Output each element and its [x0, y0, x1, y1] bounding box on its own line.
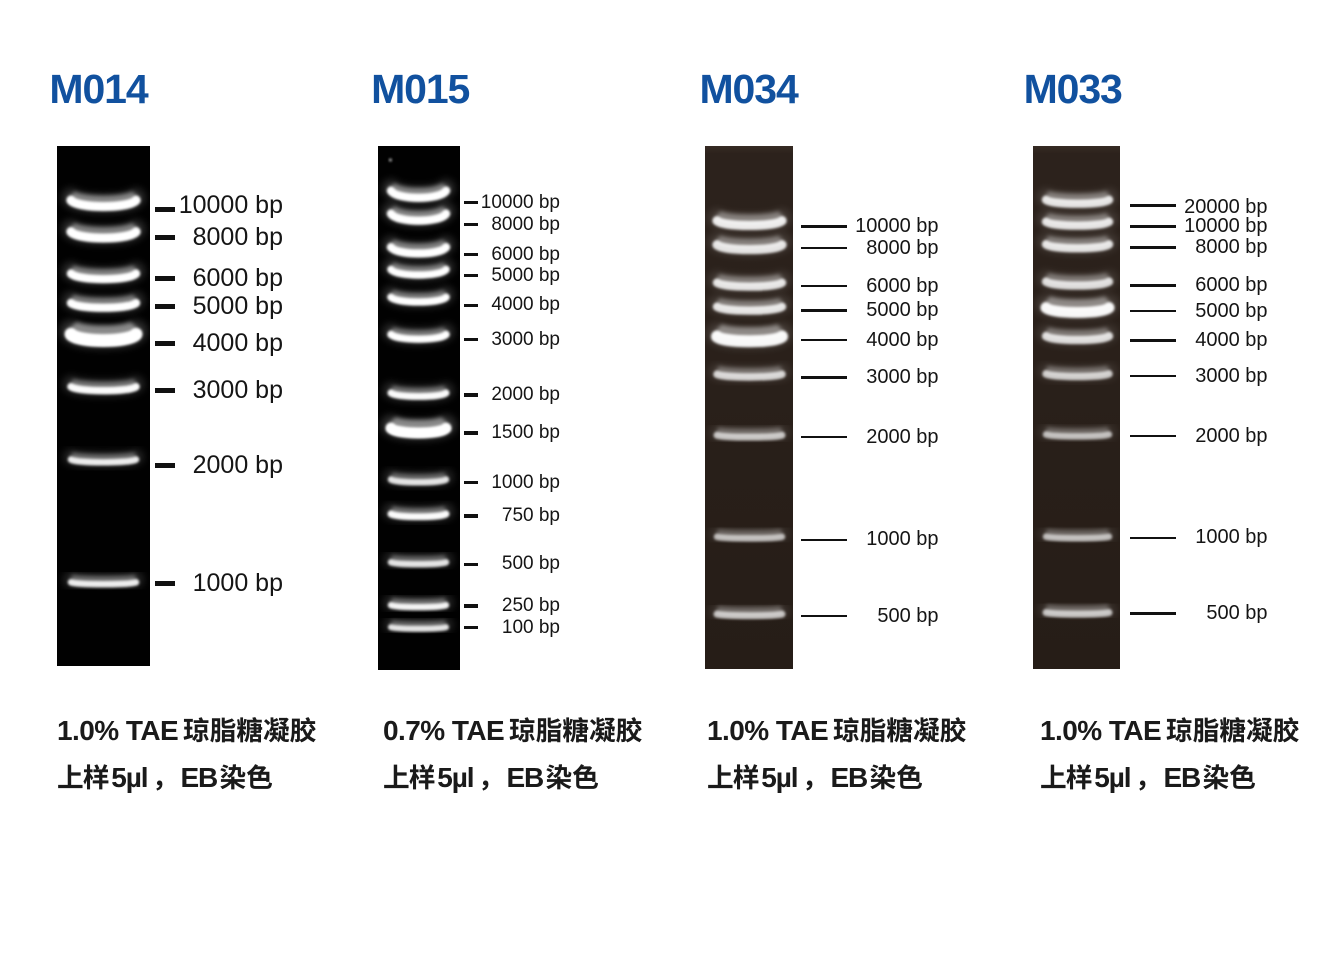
svg-text:1.0% TAE: 1.0% TAE	[1040, 715, 1161, 746]
svg-text:1.0% TAE: 1.0% TAE	[707, 715, 828, 746]
svg-text:5µl: 5µl	[761, 762, 797, 793]
svg-text:EB: EB	[1164, 762, 1201, 793]
svg-text:EB: EB	[181, 762, 218, 793]
svg-text:5µl: 5µl	[1094, 762, 1130, 793]
svg-text:EB: EB	[831, 762, 868, 793]
svg-text:1.0% TAE: 1.0% TAE	[57, 715, 178, 746]
svg-text:0.7% TAE: 0.7% TAE	[383, 715, 504, 746]
svg-text:EB: EB	[507, 762, 544, 793]
svg-text:5µl: 5µl	[437, 762, 473, 793]
svg-text:5µl: 5µl	[111, 762, 147, 793]
